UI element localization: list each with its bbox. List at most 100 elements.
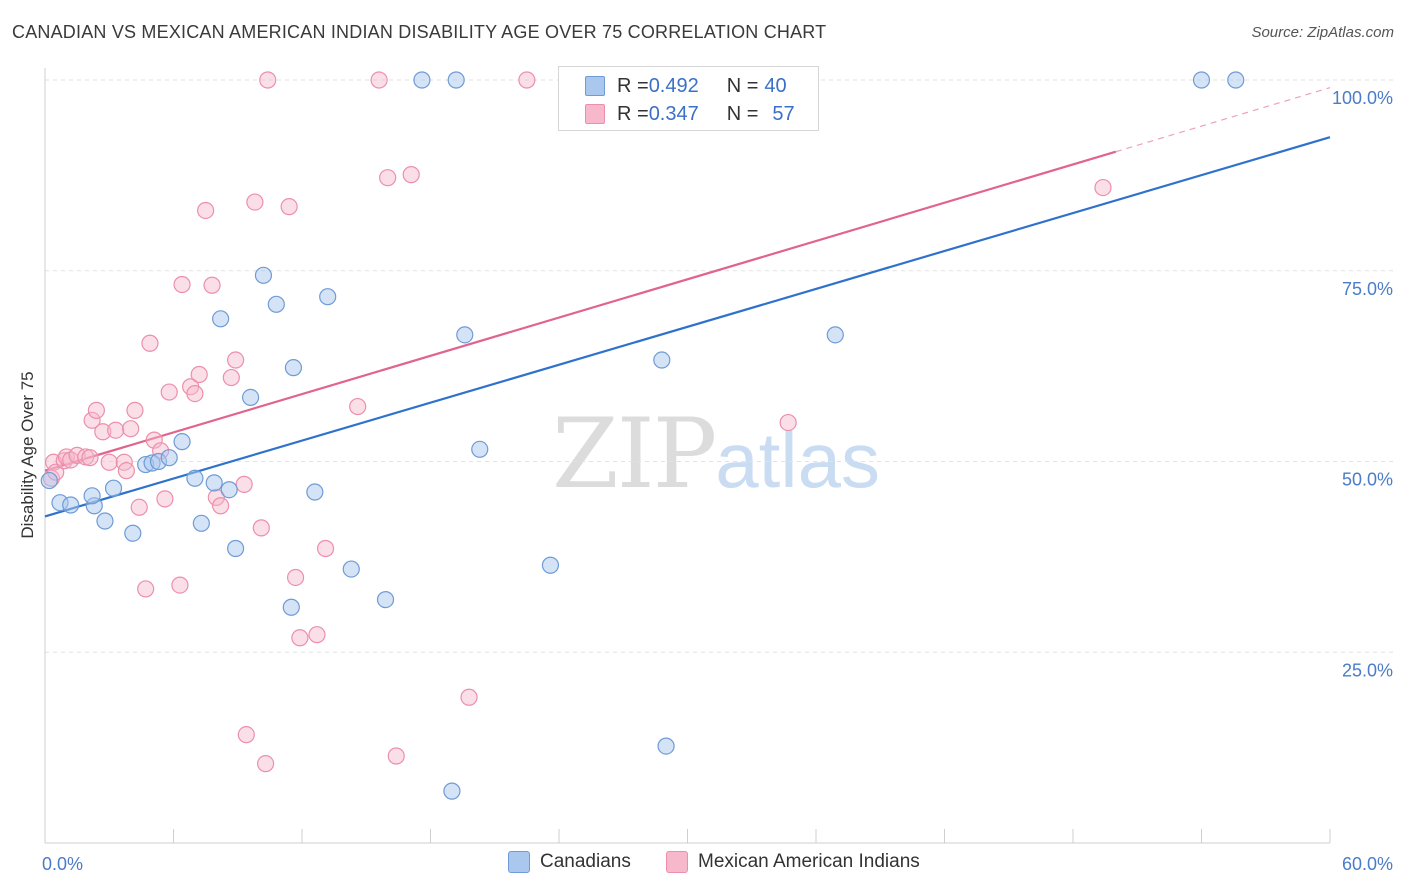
point-mexican (256, 755, 275, 773)
point-mexican (122, 420, 140, 438)
y-tick-label: 75.0% (1342, 279, 1393, 299)
point-mexican (518, 71, 536, 89)
point-mexican (252, 519, 270, 537)
point-mexican (94, 423, 112, 441)
point-canadians (186, 469, 204, 487)
point-canadians (376, 591, 395, 609)
point-canadians (40, 471, 58, 490)
point-canadians (319, 288, 337, 306)
point-mexican (779, 413, 797, 432)
point-mexican (280, 198, 298, 216)
legend-swatch-canadians (585, 76, 605, 96)
legend-row-mexican: R = 0.347 N = 57 (585, 100, 795, 128)
chart-title: CANADIAN VS MEXICAN AMERICAN INDIAN DISA… (12, 22, 827, 42)
point-canadians (104, 479, 123, 497)
correlation-legend: R = 0.492 N = 40 R = 0.347 N = 57 (558, 66, 819, 131)
point-mexican (68, 446, 86, 464)
grid (45, 79, 1395, 653)
point-canadians (192, 514, 210, 532)
x-tick-label: 0.0% (42, 854, 83, 874)
legend-n-value: 57 (772, 102, 795, 125)
point-mexican (173, 275, 191, 294)
point-mexican (227, 351, 245, 369)
point-mexican (212, 497, 230, 515)
point-canadians (443, 782, 461, 800)
point-canadians (227, 539, 245, 558)
point-mexican (349, 397, 367, 416)
point-mexican (126, 401, 144, 419)
y-axis-label: Disability Age Over 75 (18, 371, 37, 538)
point-mexican (259, 71, 277, 89)
points-canadians (40, 71, 1245, 800)
point-mexican (171, 576, 189, 594)
point-canadians (160, 449, 178, 467)
point-mexican (291, 629, 309, 647)
point-mexican (197, 201, 215, 220)
y-tick-label: 50.0% (1342, 470, 1393, 490)
bottom-legend-mexican: Mexican American Indians (666, 851, 920, 873)
legend-n-label: N = (726, 102, 759, 125)
legend-swatch-mexican (585, 104, 605, 124)
tick-labels: 25.0% 50.0% 75.0% 100.0% 0.0% 60.0% (42, 88, 1393, 874)
bottom-legend-swatch-mexican (666, 851, 688, 873)
point-canadians (212, 310, 230, 328)
point-canadians (242, 388, 260, 407)
point-canadians (254, 266, 273, 284)
point-mexican (160, 383, 178, 401)
bottom-legend-swatch-canadians (508, 851, 530, 873)
legend-r-value: 0.492 (648, 74, 699, 97)
point-mexican (460, 688, 478, 706)
legend-r-value: 0.347 (648, 102, 699, 125)
point-mexican (402, 166, 420, 184)
y-tick-label: 25.0% (1342, 660, 1393, 680)
x-tick-label: 60.0% (1342, 854, 1393, 874)
point-canadians (456, 326, 474, 344)
point-canadians (205, 474, 223, 492)
point-mexican (156, 490, 174, 508)
bottom-legend-label-mexican: Mexican American Indians (698, 851, 920, 872)
point-canadians (826, 326, 844, 344)
legend-n-label: N = (726, 74, 759, 97)
watermark-atlas: atlas (715, 416, 880, 504)
point-canadians (282, 598, 300, 616)
point-mexican (1094, 178, 1112, 197)
axes (44, 68, 1331, 844)
point-mexican (145, 431, 163, 449)
point-canadians (220, 481, 238, 499)
legend-row-canadians: R = 0.492 N = 40 (585, 72, 787, 100)
point-mexican (237, 726, 255, 744)
point-canadians (306, 483, 324, 501)
point-mexican (100, 453, 118, 471)
point-mexican (130, 498, 148, 516)
point-mexican (117, 462, 135, 480)
point-canadians (653, 351, 671, 369)
trend-line-mexican (44, 150, 1117, 472)
point-canadians (471, 440, 489, 458)
point-canadians (447, 71, 465, 89)
point-mexican (379, 169, 397, 187)
point-canadians (541, 556, 560, 574)
point-canadians (62, 496, 80, 514)
point-mexican (141, 334, 159, 352)
points-mexican-american-indians (42, 71, 1112, 773)
point-canadians (342, 560, 360, 578)
point-canadians (1192, 71, 1211, 89)
point-mexican (107, 421, 125, 439)
point-mexican (235, 475, 253, 493)
point-canadians (413, 71, 431, 89)
point-mexican (222, 368, 240, 387)
legend-n-value: 40 (764, 74, 787, 97)
y-tick-label: 100.0% (1332, 88, 1393, 108)
point-canadians (124, 524, 142, 542)
point-mexican (81, 449, 99, 467)
legend-r-label: R = (617, 74, 649, 97)
legend-r-label: R = (617, 102, 649, 125)
point-mexican (370, 71, 388, 89)
point-canadians (657, 737, 675, 755)
point-mexican (246, 193, 264, 211)
point-mexican (286, 568, 305, 587)
point-mexican (83, 411, 101, 429)
chart-source: Source: ZipAtlas.com (1251, 24, 1394, 41)
point-canadians (267, 295, 285, 313)
